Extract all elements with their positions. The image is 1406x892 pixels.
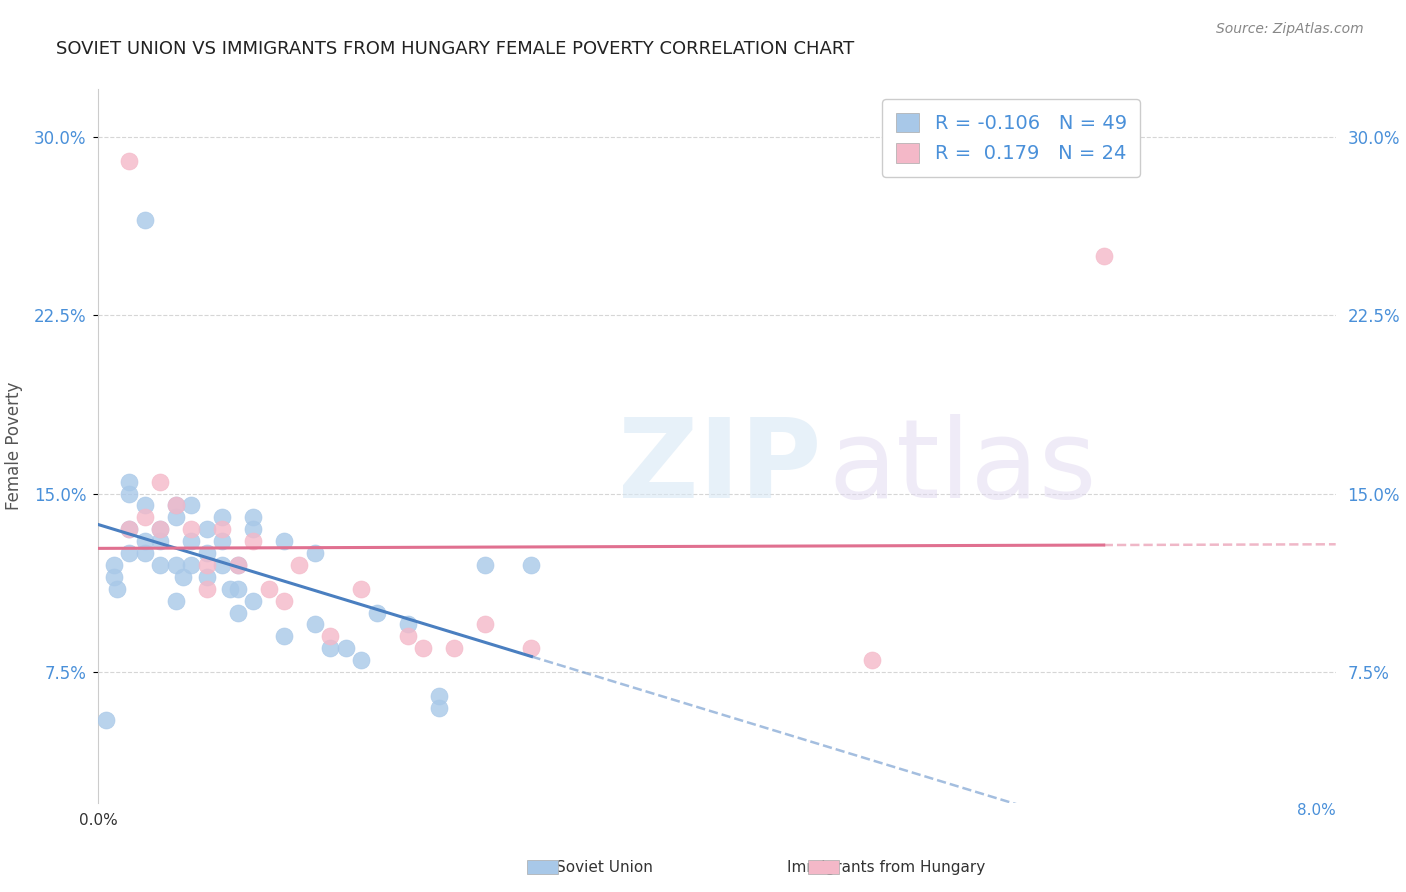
Point	[103, 558, 125, 572]
Point	[149, 522, 172, 536]
Point	[134, 534, 156, 549]
Point	[427, 700, 450, 714]
Point	[427, 689, 450, 703]
Point	[105, 582, 128, 596]
Text: Immigrants from Hungary: Immigrants from Hungary	[786, 860, 986, 874]
Point	[319, 629, 342, 643]
Point	[118, 522, 141, 536]
Point	[118, 522, 141, 536]
Point	[134, 510, 156, 524]
Point	[219, 582, 242, 596]
Point	[273, 534, 295, 549]
Point	[257, 582, 280, 596]
Point	[273, 593, 295, 607]
Point	[118, 546, 141, 560]
Point	[273, 629, 295, 643]
Point	[172, 570, 194, 584]
Point	[288, 558, 311, 572]
Point	[165, 499, 187, 513]
Point	[226, 606, 249, 620]
Point	[118, 475, 141, 489]
Point	[180, 534, 202, 549]
Point	[520, 558, 543, 572]
Point	[211, 534, 233, 549]
Point	[350, 582, 373, 596]
Point	[149, 522, 172, 536]
Point	[149, 534, 172, 549]
Point	[165, 558, 187, 572]
Legend: R = -0.106   N = 49, R =  0.179   N = 24: R = -0.106 N = 49, R = 0.179 N = 24	[882, 99, 1140, 177]
Point	[149, 558, 172, 572]
Point	[350, 653, 373, 667]
Point	[242, 510, 264, 524]
Point	[396, 617, 419, 632]
Point	[474, 558, 496, 572]
Point	[226, 558, 249, 572]
Point	[180, 522, 202, 536]
Point	[860, 653, 883, 667]
Point	[242, 522, 264, 536]
Point	[149, 475, 172, 489]
Text: ZIP: ZIP	[619, 414, 821, 521]
Point	[165, 499, 187, 513]
Point	[520, 641, 543, 656]
Text: atlas: atlas	[828, 414, 1097, 521]
Point	[96, 713, 118, 727]
Point	[226, 582, 249, 596]
Point	[195, 546, 218, 560]
Point	[195, 582, 218, 596]
Point	[165, 593, 187, 607]
Point	[319, 641, 342, 656]
Point	[474, 617, 496, 632]
Point	[180, 558, 202, 572]
Point	[211, 510, 233, 524]
Point	[118, 153, 141, 168]
Point	[304, 617, 326, 632]
Point	[396, 629, 419, 643]
Text: 8.0%: 8.0%	[1296, 803, 1336, 818]
Point	[195, 570, 218, 584]
Text: Soviet Union: Soviet Union	[557, 860, 652, 874]
Point	[165, 510, 187, 524]
Point	[1092, 249, 1115, 263]
Point	[211, 558, 233, 572]
Point	[304, 546, 326, 560]
Point	[195, 558, 218, 572]
Point	[211, 522, 233, 536]
Text: SOVIET UNION VS IMMIGRANTS FROM HUNGARY FEMALE POVERTY CORRELATION CHART: SOVIET UNION VS IMMIGRANTS FROM HUNGARY …	[56, 40, 855, 58]
Point	[180, 499, 202, 513]
Point	[226, 558, 249, 572]
Point	[134, 213, 156, 227]
Point	[242, 593, 264, 607]
Point	[134, 499, 156, 513]
Text: Source: ZipAtlas.com: Source: ZipAtlas.com	[1216, 22, 1364, 37]
Point	[335, 641, 357, 656]
Point	[412, 641, 434, 656]
Point	[134, 546, 156, 560]
Point	[443, 641, 465, 656]
Point	[366, 606, 388, 620]
Point	[195, 522, 218, 536]
Point	[242, 534, 264, 549]
Y-axis label: Female Poverty: Female Poverty	[4, 382, 22, 510]
Point	[118, 486, 141, 500]
Point	[103, 570, 125, 584]
